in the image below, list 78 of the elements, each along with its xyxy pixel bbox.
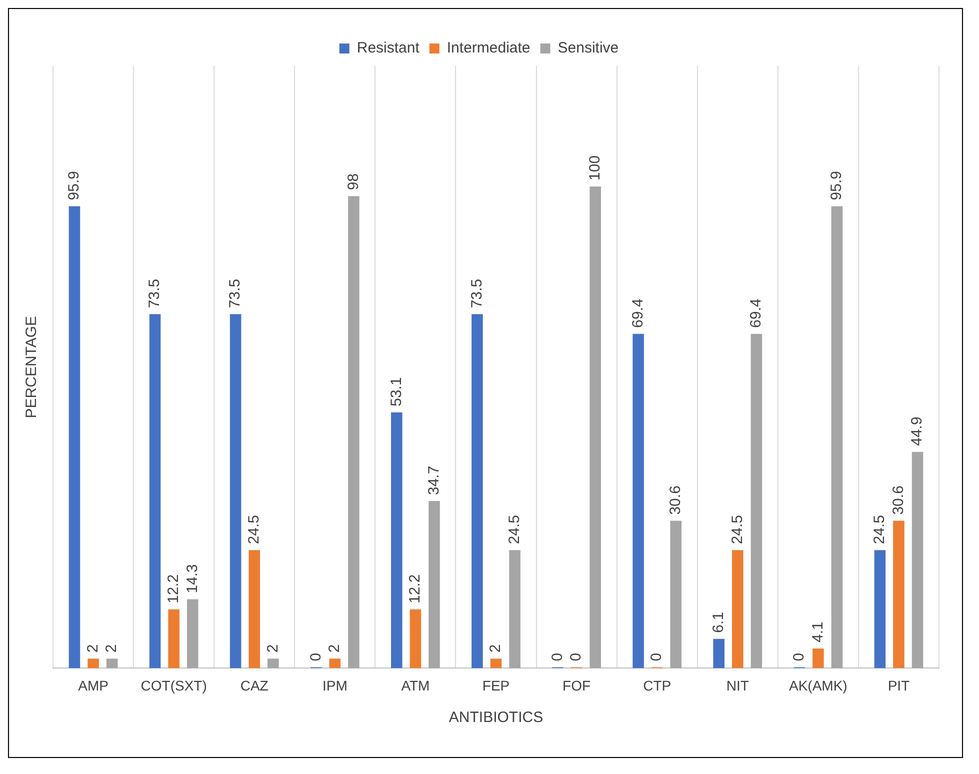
- bar: [186, 599, 198, 668]
- chart-frame: ANTIBIOTICS PERCENTAGE Resistant Intermediate Sensitive AMP COT(SXT) CAZ IPM ATM FEP FOF CTP NIT AK(AMK) PIT 95.9 73.5 73.5 0 53.1 73.5 0 69.4 6.1 0 24.5 2 12.2 24.5 2 12.2 2 0 0 24.5 4.1 30.6 2 14.3 2 98 34.7 24.5 100 30.6 69.4 95.9 44.9: [8, 8, 963, 758]
- data-label: 24.5: [728, 514, 746, 544]
- bar: [106, 658, 118, 668]
- x-tick-label: IPM: [322, 677, 348, 694]
- data-label: 100: [586, 155, 604, 180]
- data-label: 53.1: [388, 377, 405, 406]
- bar: [670, 520, 682, 668]
- bar: [632, 334, 644, 668]
- legend-label: Intermediate: [446, 40, 530, 57]
- data-label: 2: [326, 644, 344, 653]
- bar: [410, 609, 422, 668]
- bar: [472, 314, 483, 668]
- bar: [348, 196, 360, 668]
- y-axis-title: PERCENTAGE: [23, 316, 40, 418]
- bar: [149, 314, 161, 668]
- data-label: 95.9: [828, 170, 846, 200]
- data-label: 73.5: [146, 278, 164, 308]
- data-label: 95.9: [66, 170, 83, 200]
- data-label: 98: [344, 173, 362, 190]
- x-tick-label: ATM: [401, 677, 430, 694]
- data-label: 73.5: [226, 278, 244, 308]
- x-tick-label: FEP: [482, 677, 510, 694]
- x-tick-label: CAZ: [240, 677, 269, 694]
- bar: [248, 550, 260, 668]
- bar: [509, 550, 520, 668]
- legend-label: Resistant: [356, 40, 420, 57]
- bar: [713, 638, 724, 668]
- data-label: 6.1: [710, 612, 727, 633]
- legend-label: Sensitive: [558, 40, 619, 57]
- data-label: 2: [84, 644, 102, 653]
- data-label: 14.3: [184, 564, 201, 594]
- bar: [428, 501, 440, 668]
- data-label: 34.7: [425, 466, 442, 496]
- bar: [750, 334, 762, 668]
- bar: [391, 412, 402, 668]
- x-tick-label: CTP: [643, 677, 672, 694]
- data-label: 2: [487, 644, 504, 653]
- data-label: 0: [307, 652, 324, 662]
- data-label: 24.5: [246, 514, 263, 544]
- x-tick-label: FOF: [562, 677, 591, 694]
- bar: [874, 550, 886, 668]
- data-label: 69.4: [748, 298, 765, 328]
- data-label: 24.5: [506, 514, 523, 544]
- data-label: 0: [648, 652, 666, 662]
- data-label: 2: [103, 644, 120, 653]
- data-label: 24.5: [871, 514, 888, 544]
- x-axis-title: ANTIBIOTICS: [448, 709, 544, 726]
- data-label: 44.9: [908, 416, 926, 446]
- bar: [812, 648, 824, 668]
- data-label: 4.1: [809, 622, 826, 642]
- x-tick-label: PIT: [888, 677, 910, 694]
- bar: [230, 314, 242, 668]
- data-label: 69.4: [629, 298, 646, 328]
- bar: [68, 206, 80, 668]
- data-label: 12.2: [164, 574, 182, 604]
- x-tick-label: COT(SXT): [140, 677, 207, 694]
- bar: [912, 452, 924, 668]
- data-label: 30.6: [667, 486, 684, 515]
- bar: [732, 550, 744, 668]
- bar: [168, 609, 180, 668]
- bar: [590, 186, 601, 668]
- data-label: 0: [568, 652, 585, 662]
- bar: [268, 658, 279, 668]
- x-tick-label: NIT: [726, 677, 750, 694]
- bar: [893, 520, 904, 668]
- data-label: 0: [790, 652, 808, 662]
- x-tick-label: AMP: [78, 677, 108, 694]
- data-label: 73.5: [468, 278, 486, 308]
- data-label: 30.6: [890, 486, 907, 515]
- bar: [490, 658, 502, 668]
- data-label: 12.2: [406, 574, 424, 604]
- bar: [329, 658, 341, 668]
- bar: [831, 206, 843, 668]
- x-tick-label: AK(AMK): [789, 677, 848, 694]
- bar: [88, 658, 99, 668]
- data-label: 0: [548, 652, 566, 662]
- data-label: 2: [264, 644, 282, 653]
